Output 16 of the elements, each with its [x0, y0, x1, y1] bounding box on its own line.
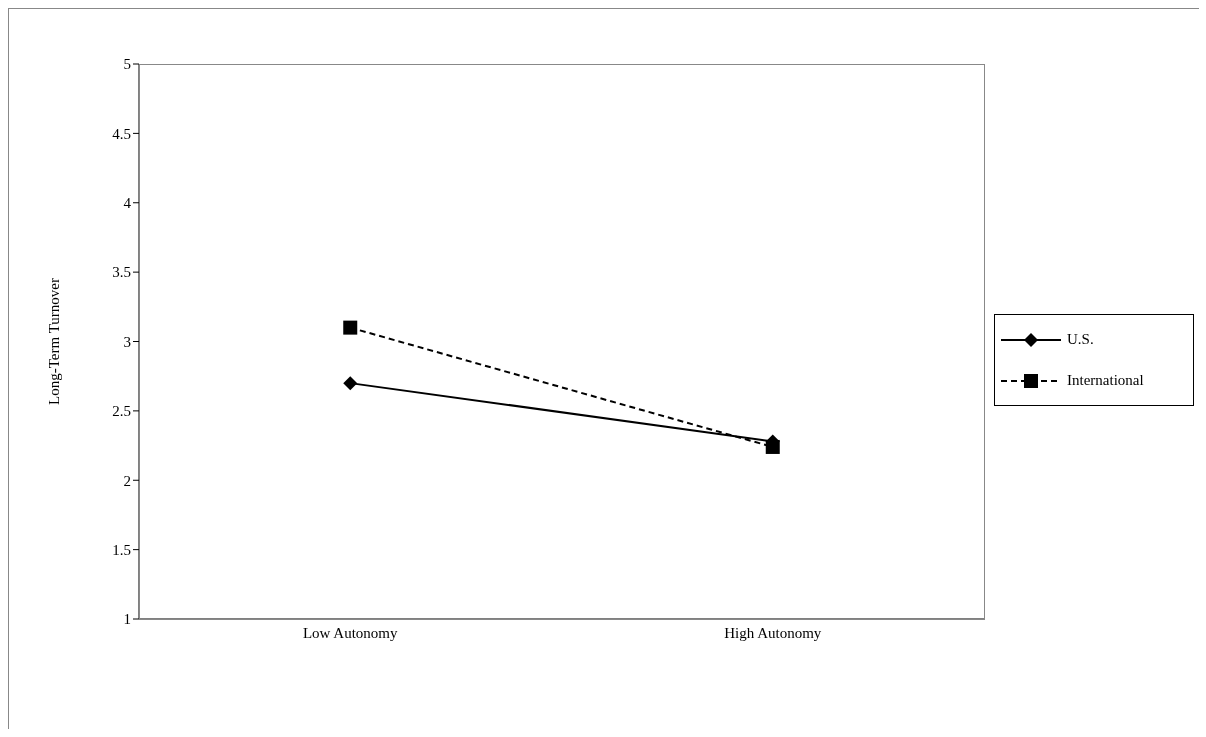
y-tick-label: 1: [123, 611, 131, 628]
y-tick-label: 2: [123, 472, 131, 489]
y-tick-label: 1.5: [112, 541, 131, 558]
y-tick-label: 5: [123, 56, 131, 73]
x-tick-label: High Autonomy: [724, 624, 822, 641]
point: [343, 320, 358, 335]
point: [343, 376, 358, 391]
y-tick-label: 2.5: [112, 403, 131, 420]
x-tick-label: Low Autonomy: [302, 624, 399, 641]
y-tick-label: 3: [123, 333, 131, 350]
y-axis-title: Long-Term Turnover: [46, 278, 63, 405]
y-tick-label: 4: [123, 195, 132, 212]
y-tick-label: 3.5: [112, 264, 131, 281]
legend-label: U.S.: [1067, 331, 1094, 348]
y-tick-label: 4.5: [112, 125, 131, 142]
legend-label: International: [1067, 372, 1144, 389]
